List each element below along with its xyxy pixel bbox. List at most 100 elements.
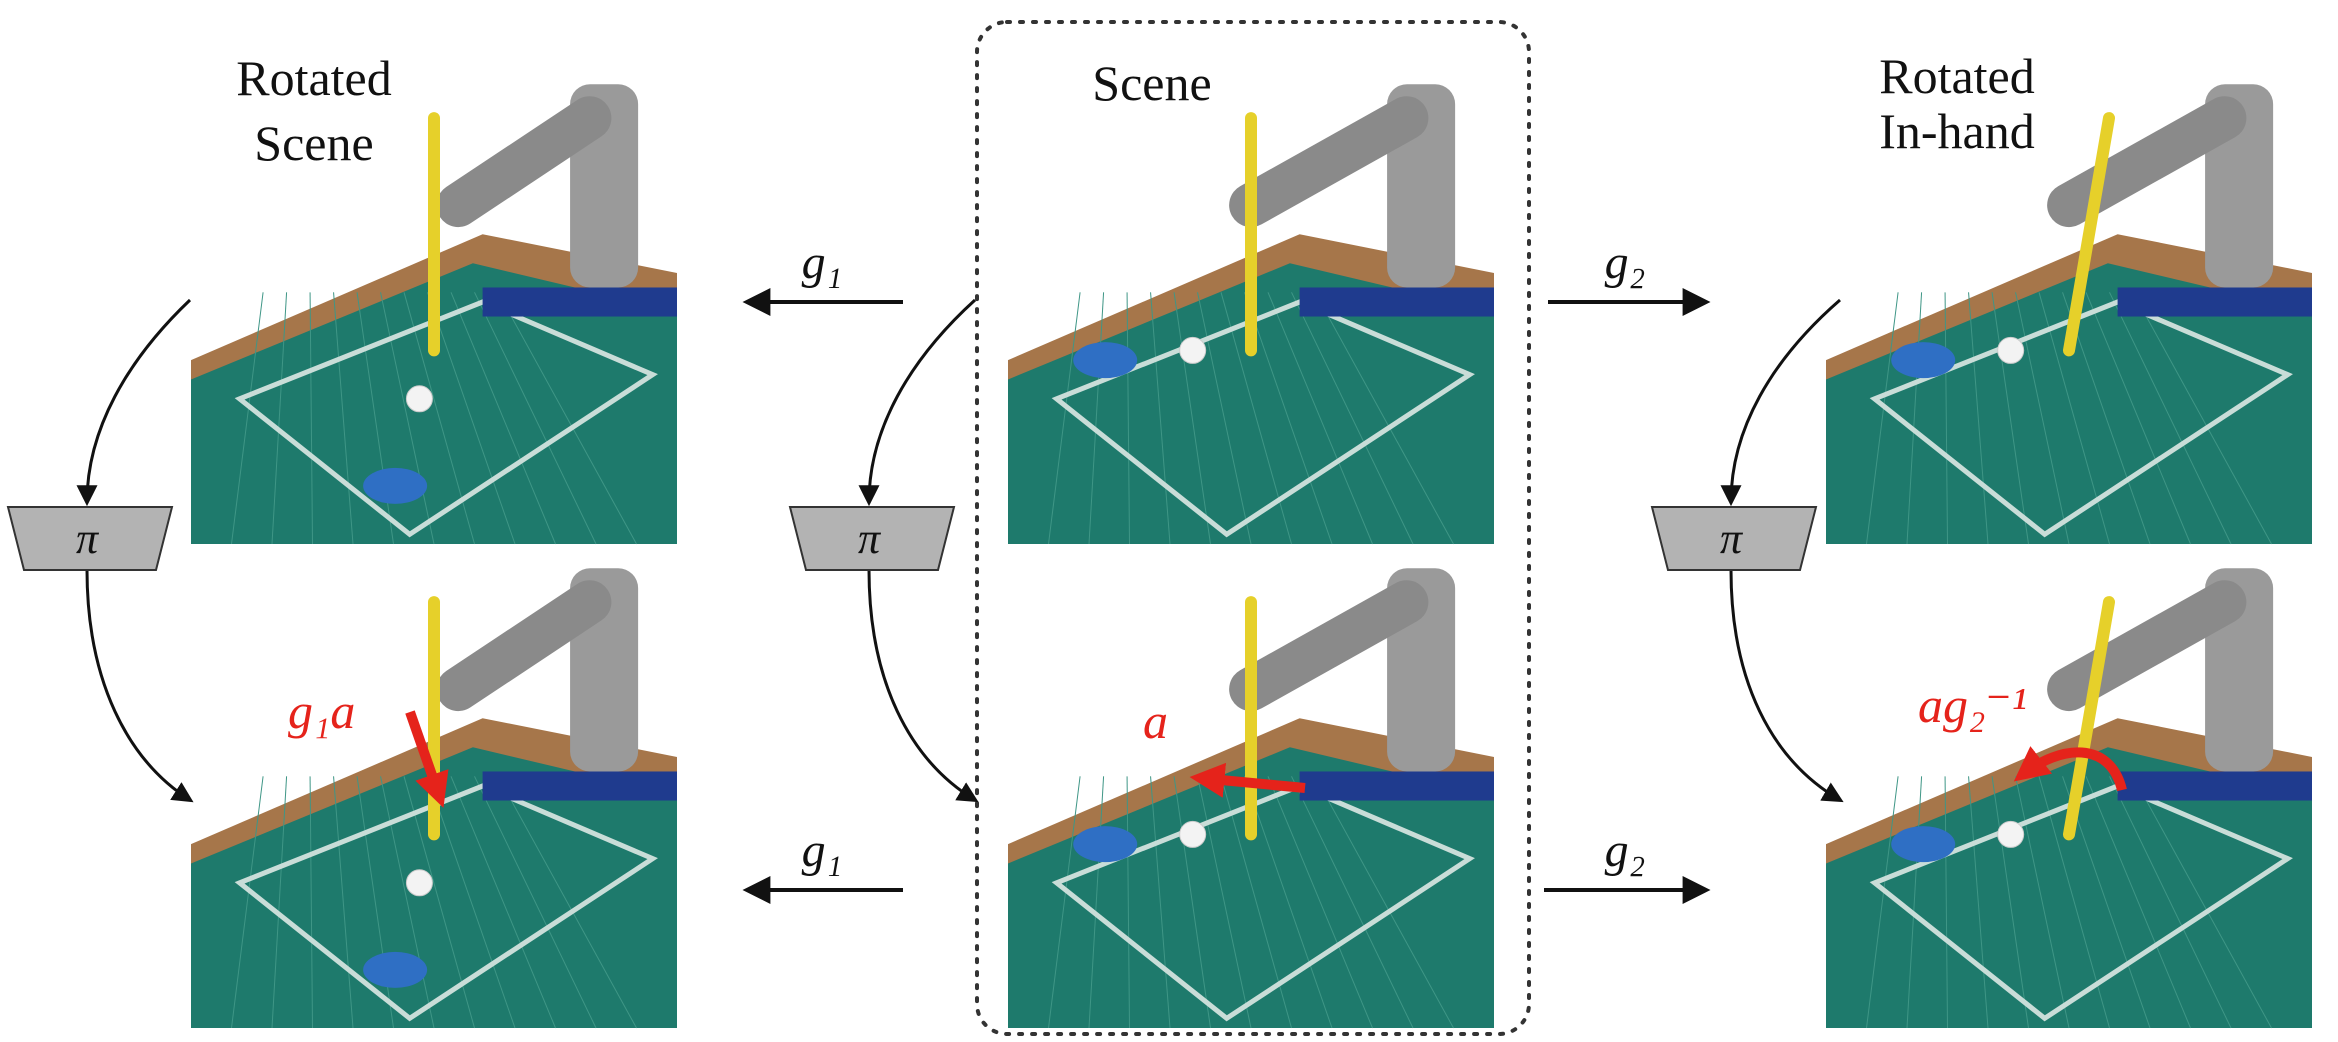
flow-arrow bbox=[867, 569, 979, 803]
mat-grid bbox=[309, 776, 313, 1029]
mat-grid bbox=[1291, 776, 1414, 1029]
mat-grid bbox=[271, 292, 288, 545]
mat-grid bbox=[497, 776, 637, 1029]
cup bbox=[1073, 826, 1138, 863]
mat-grid bbox=[427, 776, 516, 1029]
mat-grid bbox=[1267, 776, 1373, 1029]
mat-grid bbox=[1968, 776, 1989, 1029]
robot-base bbox=[482, 771, 677, 801]
mat-grid bbox=[1267, 292, 1373, 545]
mat-grid bbox=[333, 292, 354, 545]
flow-arrow bbox=[858, 298, 977, 507]
ball bbox=[1997, 820, 2025, 848]
action-label: ag₂⁻¹ bbox=[1918, 677, 2027, 733]
mat-grid bbox=[309, 292, 313, 545]
action-arrow bbox=[405, 710, 449, 808]
mat-grid bbox=[1991, 776, 2029, 1029]
ball bbox=[1179, 336, 1207, 364]
mat-grid bbox=[1314, 292, 1454, 545]
flow-arrow bbox=[85, 569, 194, 803]
mat-grid bbox=[1173, 292, 1211, 545]
mat-square bbox=[234, 299, 658, 538]
scene-photo bbox=[191, 84, 677, 545]
action-label: g₁a bbox=[288, 683, 355, 739]
mat-grid bbox=[380, 776, 435, 1029]
mat-grid bbox=[1150, 292, 1171, 545]
robot-arm bbox=[436, 96, 612, 228]
mat-grid bbox=[1866, 292, 1899, 545]
mat-grid bbox=[2132, 292, 2272, 545]
mat-grid bbox=[2109, 292, 2232, 545]
mat-grid bbox=[1088, 292, 1105, 545]
action-label: a bbox=[1143, 693, 1168, 749]
mat-square bbox=[1869, 299, 2293, 538]
flow-arrow bbox=[1720, 298, 1841, 507]
ball bbox=[405, 385, 433, 413]
mat-grid bbox=[1968, 292, 1989, 545]
transform-label: g₁ bbox=[802, 824, 843, 877]
mat-grid bbox=[1150, 776, 1171, 1029]
mat-grid bbox=[1197, 292, 1252, 545]
column-title: In-hand bbox=[1879, 103, 2035, 159]
robot-base bbox=[482, 287, 677, 317]
ball bbox=[405, 869, 433, 897]
scene-photo bbox=[191, 568, 677, 1029]
policy-box bbox=[788, 506, 956, 571]
policy-label: π bbox=[76, 514, 100, 563]
mat-square bbox=[1869, 783, 2293, 1022]
mat-grid bbox=[2132, 776, 2272, 1029]
scene-photo bbox=[1826, 84, 2312, 545]
mat-grid bbox=[427, 292, 516, 545]
mat-grid bbox=[271, 776, 288, 1029]
mat-grid bbox=[1991, 292, 2029, 545]
mat-grid bbox=[2015, 292, 2070, 545]
robot-base bbox=[1299, 287, 1494, 317]
mat-grid bbox=[1244, 292, 1333, 545]
transform-label: g₂ bbox=[1605, 236, 1646, 289]
mat-grid bbox=[1944, 292, 1948, 545]
ball bbox=[1997, 336, 2025, 364]
scene-photos bbox=[191, 84, 2312, 1029]
transform-label: g₂ bbox=[1605, 824, 1646, 877]
mat-grid bbox=[1906, 292, 1923, 545]
mat-square bbox=[1051, 783, 1475, 1022]
putter bbox=[2063, 596, 2115, 841]
mat-grid bbox=[1244, 776, 1333, 1029]
column-title: Rotated bbox=[236, 50, 392, 106]
robot-arm bbox=[1229, 96, 1429, 228]
transform-label: g₁ bbox=[802, 236, 843, 289]
putter bbox=[2063, 112, 2115, 357]
mat-grid bbox=[1126, 292, 1130, 545]
mat-square bbox=[1051, 299, 1475, 538]
scene-photo bbox=[1008, 568, 1494, 1029]
mat-square bbox=[234, 783, 658, 1022]
transform-arrows bbox=[742, 288, 1711, 904]
dotted-frame bbox=[975, 20, 1531, 1036]
cup bbox=[1891, 342, 1956, 379]
mat-grid bbox=[2015, 776, 2070, 1029]
robot-base bbox=[2117, 771, 2312, 801]
mat-grid bbox=[1048, 776, 1081, 1029]
scene-photo bbox=[1008, 84, 1494, 545]
robot-arm bbox=[436, 580, 612, 712]
mat-grid bbox=[2085, 292, 2191, 545]
column-title: Rotated bbox=[1879, 48, 2035, 104]
mat-grid bbox=[380, 292, 435, 545]
flow-arrow bbox=[1729, 569, 1844, 803]
action-arrow bbox=[1189, 762, 1306, 798]
robot-base bbox=[1299, 771, 1494, 801]
mat-grid bbox=[1126, 776, 1130, 1029]
cup bbox=[1073, 342, 1138, 379]
flow-arrow bbox=[76, 298, 192, 507]
column-title: Scene bbox=[254, 115, 373, 171]
cup bbox=[1891, 826, 1956, 863]
mat-grid bbox=[231, 776, 264, 1029]
mat-grid bbox=[474, 292, 597, 545]
mat-grid bbox=[1866, 776, 1899, 1029]
policy-box bbox=[1650, 506, 1818, 571]
ball bbox=[1179, 820, 1207, 848]
mat-grid bbox=[1944, 776, 1948, 1029]
mat-grid bbox=[2109, 776, 2232, 1029]
